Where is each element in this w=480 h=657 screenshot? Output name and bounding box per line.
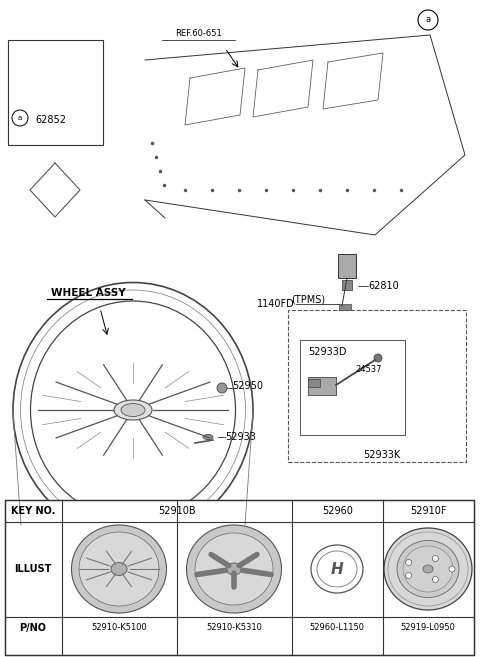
Ellipse shape <box>423 565 433 573</box>
Circle shape <box>406 560 411 566</box>
Bar <box>5 500 474 655</box>
Circle shape <box>432 576 438 583</box>
Text: (TPMS): (TPMS) <box>291 295 325 305</box>
Ellipse shape <box>227 563 241 575</box>
Text: 52933K: 52933K <box>363 450 400 460</box>
Ellipse shape <box>384 528 472 610</box>
Text: WHEEL ASSY: WHEEL ASSY <box>51 288 125 298</box>
Text: 1140FD: 1140FD <box>257 299 295 309</box>
Text: 24537: 24537 <box>355 365 382 374</box>
Ellipse shape <box>195 533 273 605</box>
Text: 52910B: 52910B <box>158 506 196 516</box>
Bar <box>308 377 336 395</box>
Text: a: a <box>18 115 22 121</box>
Text: 52960-L1150: 52960-L1150 <box>310 623 364 633</box>
Circle shape <box>374 354 382 362</box>
Bar <box>339 304 351 310</box>
Ellipse shape <box>114 400 152 420</box>
Bar <box>8 40 103 145</box>
Ellipse shape <box>203 434 213 440</box>
Text: 52910F: 52910F <box>410 506 447 516</box>
Circle shape <box>449 566 455 572</box>
Text: 52910-K5100: 52910-K5100 <box>91 623 147 633</box>
Ellipse shape <box>79 532 159 606</box>
Ellipse shape <box>187 525 281 613</box>
Circle shape <box>432 556 438 562</box>
Text: 62810: 62810 <box>368 281 399 291</box>
Ellipse shape <box>121 403 145 417</box>
Text: REF.60-651: REF.60-651 <box>175 29 221 38</box>
Text: 52919-L0950: 52919-L0950 <box>401 623 456 633</box>
Bar <box>300 340 405 435</box>
Ellipse shape <box>397 541 459 597</box>
Text: H: H <box>331 562 343 576</box>
Text: 52950: 52950 <box>232 381 263 391</box>
Bar <box>342 280 352 290</box>
Ellipse shape <box>403 546 453 592</box>
Bar <box>308 379 320 387</box>
Ellipse shape <box>72 525 167 613</box>
Circle shape <box>406 572 411 579</box>
Text: 52910-K5310: 52910-K5310 <box>206 623 262 633</box>
Text: 62852: 62852 <box>35 115 66 125</box>
Text: ILLUST: ILLUST <box>14 564 52 574</box>
Circle shape <box>217 383 227 393</box>
Ellipse shape <box>111 562 127 576</box>
Text: P/NO: P/NO <box>20 623 47 633</box>
Text: 52960: 52960 <box>322 506 353 516</box>
Text: 52933D: 52933D <box>308 347 347 357</box>
Text: 52933: 52933 <box>225 432 256 442</box>
Bar <box>338 254 356 278</box>
Text: KEY NO.: KEY NO. <box>11 506 55 516</box>
Text: a: a <box>425 16 431 24</box>
Bar <box>288 310 466 462</box>
